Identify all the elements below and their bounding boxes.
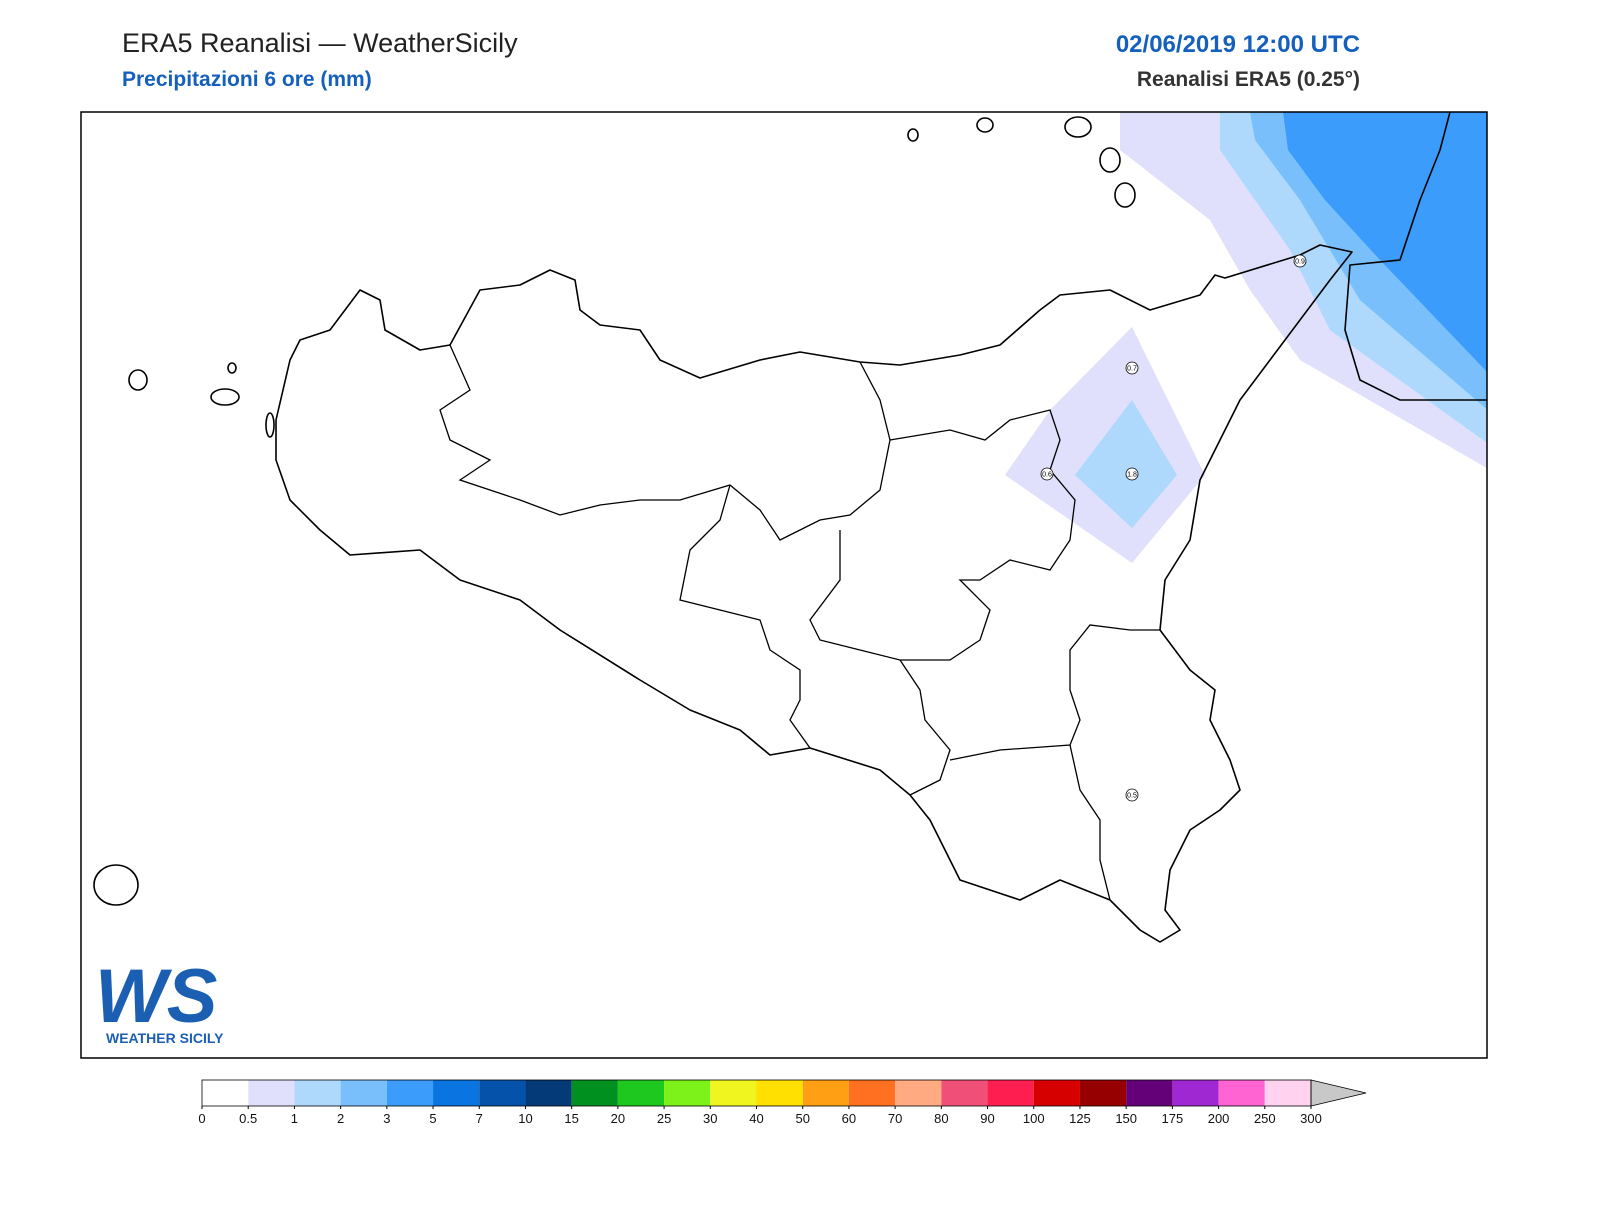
colorbar-tick-label: 15 xyxy=(564,1111,578,1126)
point-marker xyxy=(1293,254,1307,268)
colorbar-tick-label: 5 xyxy=(429,1111,436,1126)
colorbar-tick-label: 250 xyxy=(1254,1111,1276,1126)
colorbar-tick-label: 70 xyxy=(888,1111,902,1126)
precip-area xyxy=(1075,400,1177,528)
date: 02/06/2019 12:00 UTC xyxy=(1116,31,1360,58)
source: Reanalisi ERA5 (0.25°) xyxy=(1137,68,1360,91)
logo-text: WEATHER SICILY xyxy=(106,1030,224,1046)
colorbar-segment xyxy=(756,1080,803,1106)
point-marker xyxy=(1125,361,1139,375)
colorbar-tick-label: 2 xyxy=(337,1111,344,1126)
colorbar-tick-label: 10 xyxy=(518,1111,532,1126)
colorbar-segment xyxy=(664,1080,711,1106)
colorbar-tick-label: 20 xyxy=(611,1111,625,1126)
colorbar-segment xyxy=(248,1080,295,1106)
point-value: 0.6 xyxy=(1042,472,1052,479)
colorbar-tick-label: 1 xyxy=(291,1111,298,1126)
islands xyxy=(93,116,1136,906)
colorbar-extend xyxy=(1310,1079,1367,1107)
colorbar-segment xyxy=(617,1080,665,1106)
logo: WS WEATHER SICILY xyxy=(95,954,224,1046)
colorbar-tick-label: 150 xyxy=(1115,1111,1137,1126)
colorbar: 0 0.5 1 2 3 5 7 10 15 20 25 30 40 50 60 70 80 90 100 125 150… xyxy=(198,1079,1367,1126)
colorbar-segment xyxy=(386,1080,434,1106)
colorbar-tick-label: 100 xyxy=(1023,1111,1045,1126)
colorbar-segment xyxy=(433,1080,480,1106)
point-marker xyxy=(1125,788,1139,802)
colorbar-segment xyxy=(571,1080,618,1106)
colorbar-tick-label: 30 xyxy=(703,1111,717,1126)
colorbar-segment xyxy=(340,1080,387,1106)
province-borders xyxy=(439,344,1160,901)
colorbar-segment xyxy=(1264,1080,1311,1106)
point-value: 0.7 xyxy=(1127,366,1137,373)
colorbar-segment xyxy=(895,1080,942,1106)
colorbar-tick-label: 50 xyxy=(795,1111,809,1126)
colorbar-tick-label: 7 xyxy=(476,1111,483,1126)
colorbar-segment xyxy=(710,1080,757,1106)
colorbar-segment xyxy=(202,1080,249,1106)
colorbar-tick-label: 40 xyxy=(749,1111,763,1126)
colorbar-tick-label: 200 xyxy=(1208,1111,1230,1126)
colorbar-tick-label: 300 xyxy=(1300,1111,1322,1126)
colorbar-segment xyxy=(848,1080,896,1106)
colorbar-tick-label: 0 xyxy=(198,1111,205,1126)
subtitle: Precipitazioni 6 ore (mm) xyxy=(122,68,372,91)
point-value: 1.8 xyxy=(1127,472,1137,479)
precip-area xyxy=(1283,112,1487,372)
colorbar-segment xyxy=(479,1080,526,1106)
map: 0.9 0.7 0.6 1.8 0.5 xyxy=(81,112,1487,1058)
point-value: 0.5 xyxy=(1127,793,1137,800)
colorbar-segment xyxy=(941,1080,988,1106)
sicily-coast xyxy=(275,244,1353,943)
point-value: 0.9 xyxy=(1295,259,1305,266)
colorbar-segment xyxy=(1033,1080,1080,1106)
title: ERA5 Reanalisi — WeatherSicily xyxy=(122,28,518,58)
point-marker xyxy=(1040,467,1054,481)
colorbar-tick-label: 0.5 xyxy=(239,1111,257,1126)
colorbar-segment xyxy=(987,1080,1034,1106)
colorbar-tick-label: 80 xyxy=(934,1111,948,1126)
colorbar-tick-label: 3 xyxy=(383,1111,390,1126)
colorbar-tick-label: 125 xyxy=(1069,1111,1091,1126)
colorbar-segment xyxy=(1218,1080,1265,1106)
colorbar-segment xyxy=(802,1080,849,1106)
map-frame xyxy=(80,111,1488,1059)
colorbar-segment xyxy=(1126,1080,1173,1106)
calabria-coast xyxy=(1344,112,1487,401)
colorbar-tick-label: 25 xyxy=(657,1111,671,1126)
logo-mark: WS xyxy=(95,954,217,1039)
colorbar-segment xyxy=(525,1080,572,1106)
point-marker xyxy=(1125,467,1139,481)
colorbar-segment xyxy=(294,1080,341,1106)
colorbar-tick-label: 60 xyxy=(842,1111,856,1126)
colorbar-segment xyxy=(1079,1080,1127,1106)
colorbar-tick-label: 90 xyxy=(980,1111,994,1126)
colorbar-tick-label: 175 xyxy=(1162,1111,1184,1126)
colorbar-segment xyxy=(1172,1080,1219,1106)
